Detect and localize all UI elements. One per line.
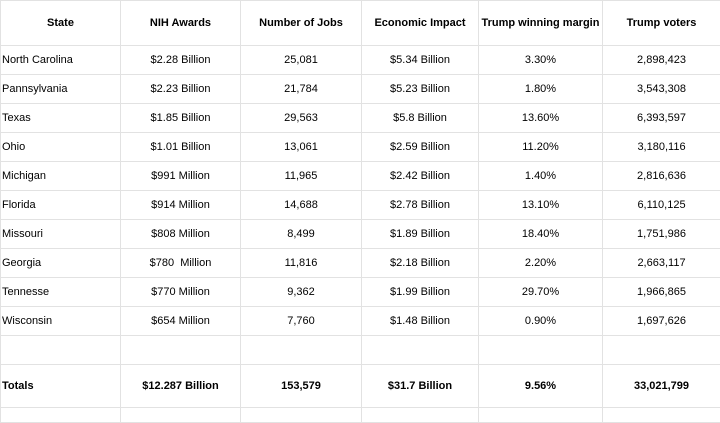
cell-nih-awards: $1.01 Billion [121,133,241,162]
cell-state: Wisconsin [1,307,121,336]
cell-economic-impact: $1.48 Billion [362,307,479,336]
table-row: North Carolina $2.28 Billion 25,081 $5.3… [1,46,720,75]
empty-row [1,408,720,423]
empty-cell [1,408,121,423]
cell-trump-winning-margin: 18.40% [479,220,603,249]
totals-economic-impact: $31.7 Billion [362,365,479,408]
cell-trump-winning-margin: 1.80% [479,75,603,104]
table-row: Georgia $780 Million 11,816 $2.18 Billio… [1,249,720,278]
cell-trump-winning-margin: 11.20% [479,133,603,162]
empty-cell [241,408,362,423]
header-number-of-jobs: Number of Jobs [241,1,362,46]
cell-number-of-jobs: 11,816 [241,249,362,278]
empty-cell [603,408,720,423]
cell-number-of-jobs: 11,965 [241,162,362,191]
cell-trump-voters: 1,966,865 [603,278,720,307]
table-row: Texas $1.85 Billion 29,563 $5.8 Billion … [1,104,720,133]
cell-economic-impact: $1.89 Billion [362,220,479,249]
cell-state: North Carolina [1,46,121,75]
cell-number-of-jobs: 13,061 [241,133,362,162]
cell-trump-winning-margin: 1.40% [479,162,603,191]
cell-nih-awards: $808 Million [121,220,241,249]
cell-nih-awards: $991 Million [121,162,241,191]
table-row: Missouri $808 Million 8,499 $1.89 Billio… [1,220,720,249]
empty-row [1,336,720,365]
table-row: Florida $914 Million 14,688 $2.78 Billio… [1,191,720,220]
table-row: Ohio $1.01 Billion 13,061 $2.59 Billion … [1,133,720,162]
cell-economic-impact: $5.23 Billion [362,75,479,104]
cell-trump-voters: 2,663,117 [603,249,720,278]
cell-trump-winning-margin: 13.60% [479,104,603,133]
cell-state: Georgia [1,249,121,278]
table-row: Tennesse $770 Million 9,362 $1.99 Billio… [1,278,720,307]
cell-economic-impact: $5.34 Billion [362,46,479,75]
cell-economic-impact: $5.8 Billion [362,104,479,133]
cell-number-of-jobs: 8,499 [241,220,362,249]
empty-cell [479,408,603,423]
cell-state: Pannsylvania [1,75,121,104]
cell-nih-awards: $780 Million [121,249,241,278]
cell-number-of-jobs: 7,760 [241,307,362,336]
cell-economic-impact: $2.78 Billion [362,191,479,220]
cell-trump-voters: 1,751,986 [603,220,720,249]
totals-label: Totals [1,365,121,408]
cell-trump-voters: 2,898,423 [603,46,720,75]
cell-number-of-jobs: 9,362 [241,278,362,307]
cell-state: Texas [1,104,121,133]
cell-state: Missouri [1,220,121,249]
cell-economic-impact: $1.99 Billion [362,278,479,307]
table-row: Wisconsin $654 Million 7,760 $1.48 Billi… [1,307,720,336]
cell-trump-winning-margin: 0.90% [479,307,603,336]
header-trump-winning-margin: Trump winning margin [479,1,603,46]
table-row: Michigan $991 Million 11,965 $2.42 Billi… [1,162,720,191]
cell-nih-awards: $2.23 Billion [121,75,241,104]
cell-nih-awards: $1.85 Billion [121,104,241,133]
totals-trump-voters: 33,021,799 [603,365,720,408]
cell-trump-voters: 1,697,626 [603,307,720,336]
totals-nih-awards: $12.287 Billion [121,365,241,408]
totals-number-of-jobs: 153,579 [241,365,362,408]
cell-economic-impact: $2.42 Billion [362,162,479,191]
header-row: State NIH Awards Number of Jobs Economic… [1,1,720,46]
cell-state: Florida [1,191,121,220]
cell-trump-voters: 3,180,116 [603,133,720,162]
cell-number-of-jobs: 25,081 [241,46,362,75]
cell-trump-voters: 3,543,308 [603,75,720,104]
cell-trump-winning-margin: 2.20% [479,249,603,278]
cell-economic-impact: $2.18 Billion [362,249,479,278]
cell-number-of-jobs: 21,784 [241,75,362,104]
header-economic-impact: Economic Impact [362,1,479,46]
empty-cell [479,336,603,365]
cell-nih-awards: $2.28 Billion [121,46,241,75]
cell-trump-winning-margin: 3.30% [479,46,603,75]
cell-state: Michigan [1,162,121,191]
totals-trump-winning-margin: 9.56% [479,365,603,408]
cell-trump-voters: 6,393,597 [603,104,720,133]
totals-row: Totals $12.287 Billion 153,579 $31.7 Bil… [1,365,720,408]
header-state: State [1,1,121,46]
empty-cell [603,336,720,365]
cell-state: Tennesse [1,278,121,307]
empty-cell [362,408,479,423]
empty-cell [241,336,362,365]
empty-cell [1,336,121,365]
header-nih-awards: NIH Awards [121,1,241,46]
empty-cell [121,408,241,423]
table-row: Pannsylvania $2.23 Billion 21,784 $5.23 … [1,75,720,104]
cell-trump-winning-margin: 29.70% [479,278,603,307]
cell-trump-winning-margin: 13.10% [479,191,603,220]
cell-economic-impact: $2.59 Billion [362,133,479,162]
cell-number-of-jobs: 29,563 [241,104,362,133]
cell-trump-voters: 2,816,636 [603,162,720,191]
cell-trump-voters: 6,110,125 [603,191,720,220]
cell-state: Ohio [1,133,121,162]
cell-number-of-jobs: 14,688 [241,191,362,220]
empty-cell [362,336,479,365]
header-trump-voters: Trump voters [603,1,720,46]
cell-nih-awards: $914 Million [121,191,241,220]
cell-nih-awards: $654 Million [121,307,241,336]
empty-cell [121,336,241,365]
cell-nih-awards: $770 Million [121,278,241,307]
